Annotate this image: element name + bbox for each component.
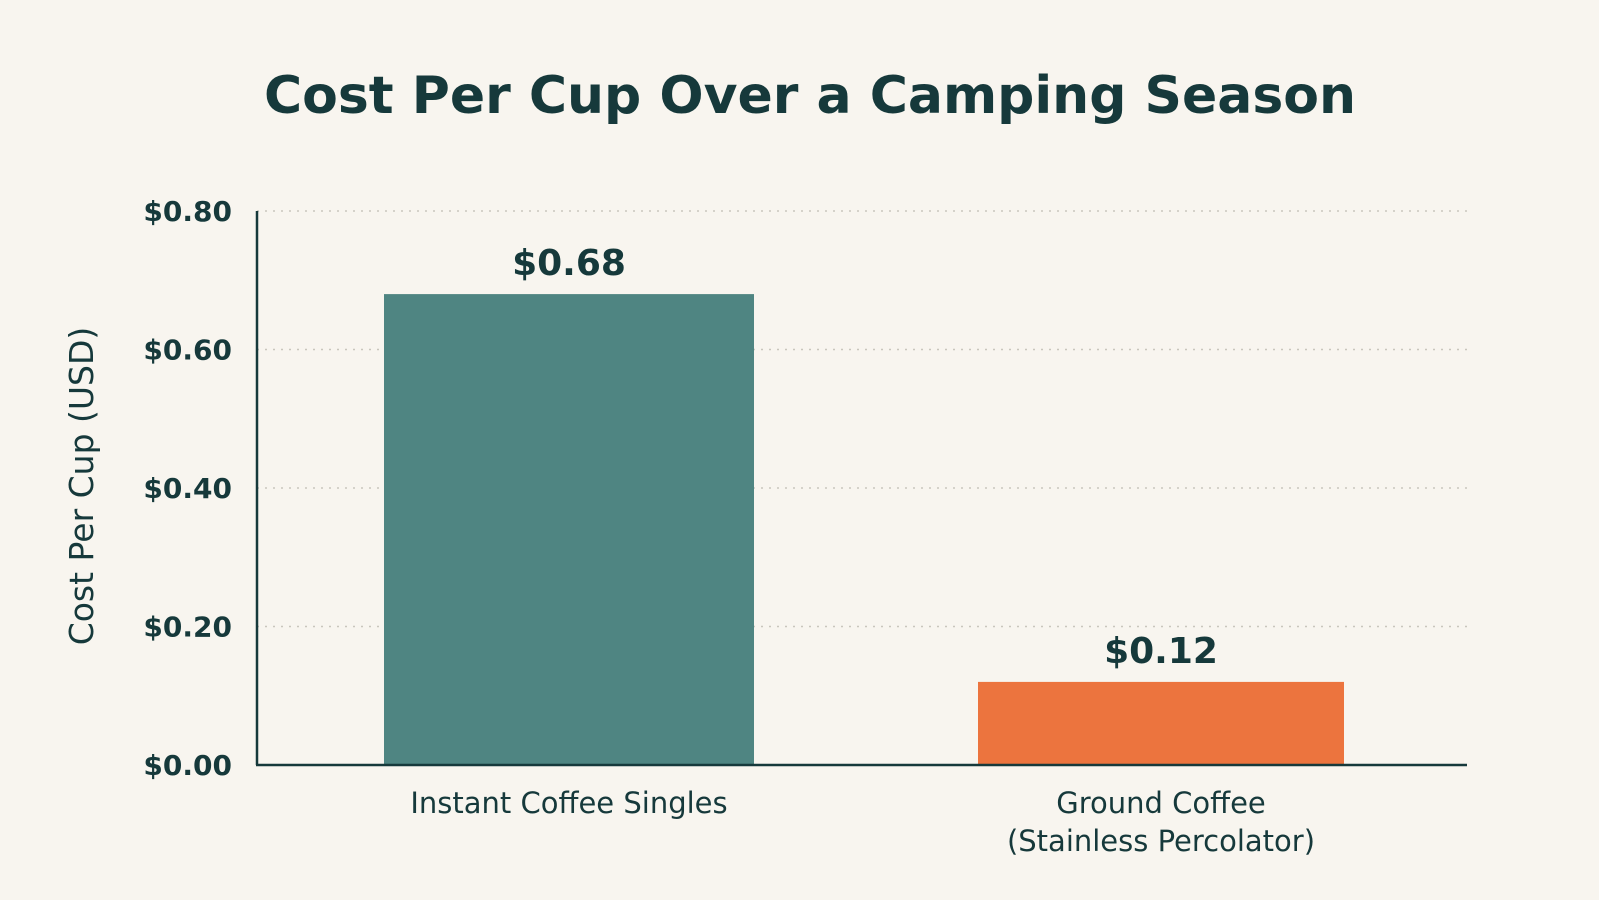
data-labels: $0.68 $0.12 <box>512 243 1218 672</box>
y-axis-label: Cost Per Cup (USD) <box>62 327 101 646</box>
axes <box>255 211 1467 767</box>
bars <box>384 294 1344 765</box>
x-tick-label: (Stainless Percolator) <box>1007 824 1315 858</box>
chart-title: Cost Per Cup Over a Camping Season <box>264 66 1356 126</box>
bar-value-label: $0.12 <box>1104 631 1218 672</box>
y-tick-label: $0.20 <box>143 611 232 644</box>
y-tick-label: $0.60 <box>143 334 232 367</box>
bar-value-label: $0.68 <box>512 243 626 284</box>
bar <box>978 681 1344 765</box>
x-tick-labels: Instant Coffee Singles Ground Coffee (Stai… <box>410 786 1315 858</box>
y-tick-labels: $0.00 $0.20 $0.40 $0.60 $0.80 <box>143 195 232 782</box>
x-tick-label: Ground Coffee <box>1056 786 1266 820</box>
y-tick-label: $0.80 <box>143 195 232 228</box>
y-tick-label: $0.40 <box>143 472 232 505</box>
y-tick-label: $0.00 <box>143 749 232 782</box>
x-tick-label: Instant Coffee Singles <box>410 786 727 820</box>
bar <box>384 294 754 765</box>
